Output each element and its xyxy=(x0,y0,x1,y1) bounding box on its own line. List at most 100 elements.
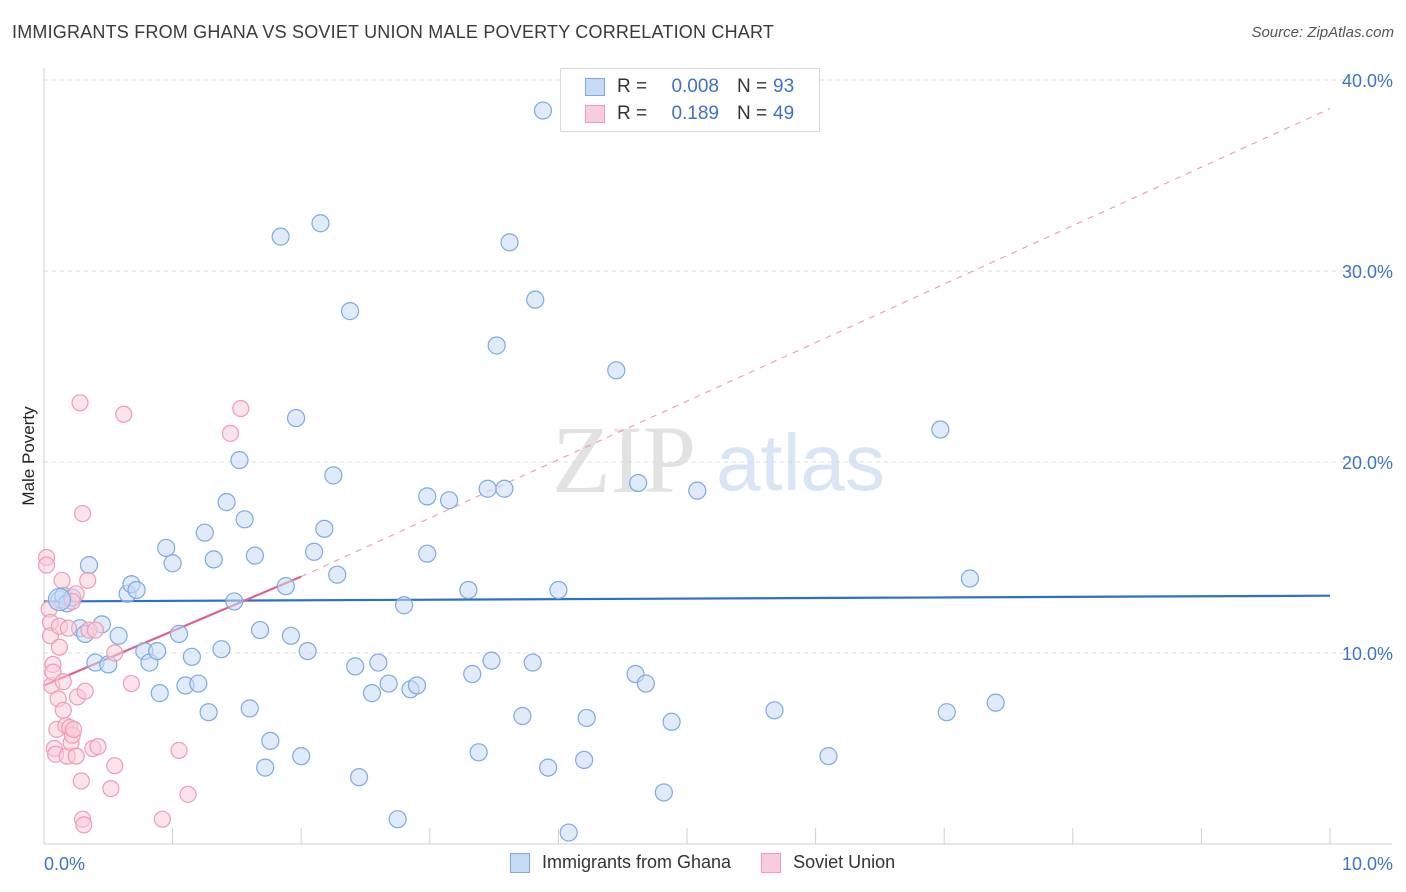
point-ghana xyxy=(256,758,275,777)
point-ghana xyxy=(286,408,306,428)
point-soviet xyxy=(64,720,83,739)
point-ghana xyxy=(304,542,324,561)
point-ghana xyxy=(235,510,254,529)
watermark-zip: ZIP xyxy=(552,406,696,513)
point-ghana xyxy=(163,554,182,573)
point-soviet xyxy=(50,638,69,656)
point-ghana xyxy=(148,641,167,661)
point-ghana xyxy=(636,674,655,693)
legend-r-label: R = xyxy=(617,103,648,124)
point-ghana xyxy=(230,450,249,470)
point-ghana xyxy=(394,596,414,615)
point-ghana xyxy=(539,758,558,777)
point-ghana xyxy=(150,684,169,703)
point-ghana xyxy=(169,624,189,644)
data-points xyxy=(37,101,1005,842)
point-ghana xyxy=(500,233,519,252)
series-label-soviet: Soviet Union xyxy=(793,852,896,872)
point-soviet xyxy=(71,394,89,412)
point-ghana xyxy=(298,641,317,661)
point-ghana xyxy=(225,592,244,611)
x-tick-label: 10.0% xyxy=(1342,854,1393,874)
point-ghana xyxy=(311,214,330,233)
point-soviet xyxy=(75,816,93,834)
legend-swatch-ghana xyxy=(585,78,605,96)
point-soviet xyxy=(67,747,85,765)
series-swatch-soviet xyxy=(761,852,782,873)
point-ghana xyxy=(340,302,360,321)
source-label: Source: ZipAtlas.com xyxy=(1251,24,1394,41)
point-ghana xyxy=(459,580,478,600)
point-ghana xyxy=(418,487,437,506)
point-soviet xyxy=(221,424,240,442)
point-ghana xyxy=(388,810,407,829)
point-ghana xyxy=(369,653,388,672)
y-tick-label: 40.0% xyxy=(1342,71,1393,91)
trend-line-soviet-extension xyxy=(300,108,1331,578)
point-soviet xyxy=(89,737,107,756)
trend-line-ghana xyxy=(43,594,1331,603)
watermark: ZIP atlas xyxy=(552,406,885,513)
point-ghana xyxy=(495,479,514,498)
point-ghana xyxy=(662,712,681,731)
legend-r-label: R = xyxy=(617,76,648,97)
point-ghana xyxy=(607,361,626,380)
point-ghana xyxy=(478,479,497,498)
point-soviet xyxy=(73,504,92,523)
y-tick-label: 10.0% xyxy=(1342,644,1393,664)
point-ghana xyxy=(328,565,347,584)
axes xyxy=(43,68,1392,845)
point-ghana xyxy=(513,706,532,726)
grid-lines xyxy=(44,79,1392,654)
point-soviet xyxy=(179,785,197,803)
chart-title: IMMIGRANTS FROM GHANA VS SOVIET UNION MA… xyxy=(12,22,775,42)
point-soviet xyxy=(122,674,141,693)
point-soviet xyxy=(59,619,78,637)
series-legend-ghana[interactable]: Immigrants from Ghana xyxy=(510,852,731,873)
point-ghana xyxy=(47,587,72,612)
point-ghana xyxy=(407,676,427,695)
point-soviet xyxy=(106,644,124,662)
x-tick-label: 0.0% xyxy=(44,854,85,874)
point-soviet xyxy=(76,682,94,700)
point-ghana xyxy=(463,664,482,684)
point-ghana xyxy=(240,699,259,718)
point-ghana xyxy=(931,420,950,439)
y-axis-label: Male Poverty xyxy=(19,406,38,506)
point-ghana xyxy=(271,227,290,246)
point-ghana xyxy=(292,747,311,766)
point-ghana xyxy=(469,743,488,762)
point-ghana xyxy=(533,101,553,120)
point-ghana xyxy=(937,703,956,722)
point-ghana xyxy=(629,473,648,493)
point-ghana xyxy=(523,653,542,672)
point-soviet xyxy=(86,621,105,639)
point-ghana xyxy=(549,580,568,600)
legend-swatch-soviet xyxy=(585,105,605,123)
point-ghana xyxy=(195,523,214,542)
point-soviet xyxy=(232,399,250,418)
point-ghana xyxy=(315,519,334,538)
point-ghana xyxy=(765,701,784,720)
series-label-ghana: Immigrants from Ghana xyxy=(542,852,732,872)
point-ghana xyxy=(379,674,398,693)
point-soviet xyxy=(54,701,72,719)
legend-r-value: 0.189 xyxy=(671,103,719,124)
watermark-atlas: atlas xyxy=(716,418,885,507)
legend-n-value: 93 xyxy=(773,76,795,97)
point-ghana xyxy=(261,731,280,750)
point-soviet xyxy=(54,673,72,691)
series-legend-soviet[interactable]: Soviet Union xyxy=(761,852,895,873)
point-soviet xyxy=(79,571,97,590)
point-ghana xyxy=(362,684,382,703)
point-ghana xyxy=(212,640,231,659)
point-ghana xyxy=(418,544,437,563)
point-ghana xyxy=(487,336,506,355)
legend-n-label: N = xyxy=(737,76,768,97)
point-ghana xyxy=(276,577,295,596)
point-ghana xyxy=(986,693,1005,712)
point-ghana xyxy=(182,647,201,666)
point-ghana xyxy=(482,651,501,670)
legend-n-value: 49 xyxy=(773,103,795,124)
